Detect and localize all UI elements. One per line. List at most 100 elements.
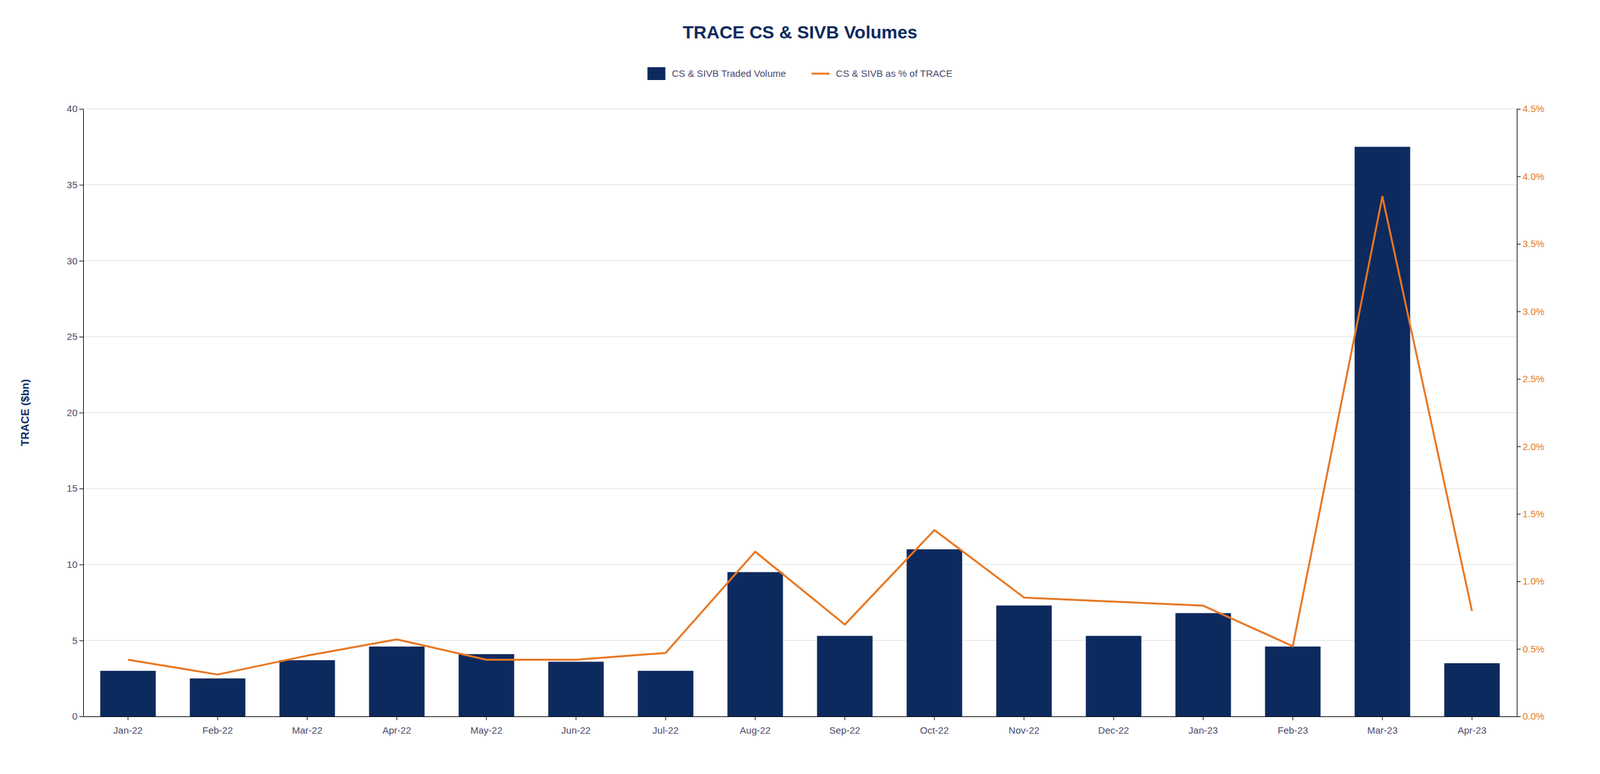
x-tick-label: Dec-22 bbox=[1098, 724, 1129, 736]
x-tick-label: Mar-23 bbox=[1367, 724, 1398, 736]
x-tick-mark bbox=[396, 716, 398, 720]
x-tick-label: Jan-22 bbox=[113, 724, 143, 736]
y-tick-label: 20 bbox=[66, 407, 78, 418]
y-tick: 35 bbox=[66, 179, 84, 191]
bar bbox=[279, 659, 336, 717]
y2-tick-mark bbox=[1516, 378, 1521, 380]
y-tick-mark bbox=[79, 260, 84, 262]
x-tick-label: Jul-22 bbox=[652, 724, 680, 736]
y2-tick-label: 1.5% bbox=[1522, 508, 1545, 520]
bar bbox=[996, 605, 1053, 717]
y-tick: 30 bbox=[66, 255, 84, 267]
y2-tick-label: 3.5% bbox=[1522, 238, 1545, 249]
grid-line bbox=[83, 488, 1517, 489]
grid-line bbox=[83, 260, 1517, 262]
grid-line bbox=[83, 640, 1517, 641]
legend-swatch bbox=[811, 72, 830, 75]
bar bbox=[100, 670, 157, 717]
legend-label: CS & SIVB Traded Volume bbox=[672, 67, 786, 79]
y-tick-label: 5 bbox=[72, 634, 78, 646]
x-tick: Jan-22 bbox=[113, 716, 143, 736]
y-tick: 40 bbox=[66, 103, 84, 114]
y-tick: 20 bbox=[66, 407, 84, 418]
y2-tick: 0.0% bbox=[1516, 710, 1545, 722]
x-tick: Jul-22 bbox=[652, 716, 680, 736]
y-tick: 5 bbox=[72, 634, 84, 646]
x-tick: Apr-23 bbox=[1457, 716, 1487, 736]
bar bbox=[727, 572, 784, 717]
y-tick-mark bbox=[79, 336, 84, 338]
legend-swatch bbox=[647, 67, 666, 80]
y2-tick-mark bbox=[1516, 513, 1521, 515]
y-tick-mark bbox=[79, 184, 84, 186]
bar bbox=[817, 635, 873, 717]
legend-label: CS & SIVB as % of TRACE bbox=[835, 67, 953, 79]
y-tick-label: 30 bbox=[66, 255, 78, 267]
x-tick-label: Apr-23 bbox=[1457, 724, 1487, 736]
x-tick: Sep-22 bbox=[829, 716, 861, 736]
y2-tick-mark bbox=[1516, 581, 1521, 582]
y-tick-mark bbox=[79, 564, 84, 566]
y-tick-mark bbox=[79, 412, 84, 414]
y-tick-label: 35 bbox=[66, 179, 78, 191]
y2-tick: 3.5% bbox=[1516, 238, 1545, 249]
legend: CS & SIVB Traded Volume CS & SIVB as % of… bbox=[647, 67, 953, 80]
legend-item: CS & SIVB as % of TRACE bbox=[811, 67, 953, 79]
y-axis: 0510152025303540 bbox=[66, 103, 84, 722]
x-tick-label: Feb-23 bbox=[1277, 724, 1309, 736]
x-tick-label: Mar-22 bbox=[291, 724, 323, 736]
title: TRACE CS & SIVB Volumes bbox=[682, 22, 918, 43]
y2-tick-mark bbox=[1516, 446, 1521, 447]
y-tick-label: 15 bbox=[66, 482, 78, 494]
y-tick: 0 bbox=[72, 710, 84, 722]
x-tick-mark bbox=[1203, 716, 1204, 720]
y2-tick-label: 2.5% bbox=[1522, 373, 1545, 384]
y2-tick: 0.5% bbox=[1516, 643, 1545, 655]
y2-tick: 4.5% bbox=[1516, 103, 1545, 114]
y-tick-mark bbox=[79, 488, 84, 489]
x-tick-mark bbox=[576, 716, 577, 720]
y-tick-mark bbox=[79, 716, 84, 717]
x-tick-mark bbox=[128, 716, 129, 720]
grid-line bbox=[83, 108, 1517, 110]
x-tick-mark bbox=[307, 716, 308, 720]
bar bbox=[1086, 635, 1142, 717]
x-tick-label: Sep-22 bbox=[829, 724, 861, 736]
y-tick-label: 0 bbox=[72, 710, 78, 722]
bar bbox=[906, 549, 963, 717]
bar bbox=[369, 646, 425, 717]
y-tick-label: 10 bbox=[66, 558, 78, 570]
plot-area bbox=[100, 146, 1501, 717]
bar bbox=[1175, 613, 1232, 717]
y2-tick: 1.5% bbox=[1516, 508, 1545, 520]
grid-line bbox=[83, 184, 1517, 185]
x-tick-mark bbox=[1292, 716, 1294, 720]
bar bbox=[548, 661, 605, 717]
x-tick-label: Feb-22 bbox=[202, 724, 233, 736]
x-tick-label: Aug-22 bbox=[739, 724, 771, 736]
y2-tick-label: 3.0% bbox=[1522, 305, 1545, 317]
x-tick: May-22 bbox=[470, 716, 503, 736]
y2-tick-mark bbox=[1516, 176, 1521, 177]
x-tick-label: Oct-22 bbox=[919, 724, 949, 736]
y2-tick-mark bbox=[1516, 648, 1521, 650]
chart: Jan-22 Feb-22 Mar-22 Apr-22 May-22 Jun-22 Jul-… bbox=[0, 0, 1600, 774]
bar bbox=[1354, 146, 1411, 717]
x-axis: Jan-22 Feb-22 Mar-22 Apr-22 May-22 Jun-22 Jul-… bbox=[83, 716, 1518, 736]
y2-tick-label: 1.0% bbox=[1522, 575, 1545, 587]
y2-tick-mark bbox=[1516, 243, 1521, 245]
y-axis-title: TRACE ($bn) bbox=[19, 378, 32, 447]
x-tick: Apr-22 bbox=[382, 716, 411, 736]
y2-tick: 3.0% bbox=[1516, 305, 1545, 317]
grid-line bbox=[83, 563, 1517, 565]
y2-tick: 1.0% bbox=[1516, 575, 1545, 587]
x-tick: Jan-23 bbox=[1188, 716, 1218, 736]
y-tick-mark bbox=[79, 108, 84, 110]
bar-series bbox=[100, 146, 1501, 717]
y2-tick: 4.0% bbox=[1516, 170, 1545, 182]
x-tick-label: Jun-22 bbox=[561, 724, 591, 736]
x-tick: Feb-23 bbox=[1277, 716, 1309, 736]
bar bbox=[190, 678, 246, 717]
grid-line bbox=[83, 336, 1517, 337]
x-tick-mark bbox=[1113, 716, 1115, 720]
